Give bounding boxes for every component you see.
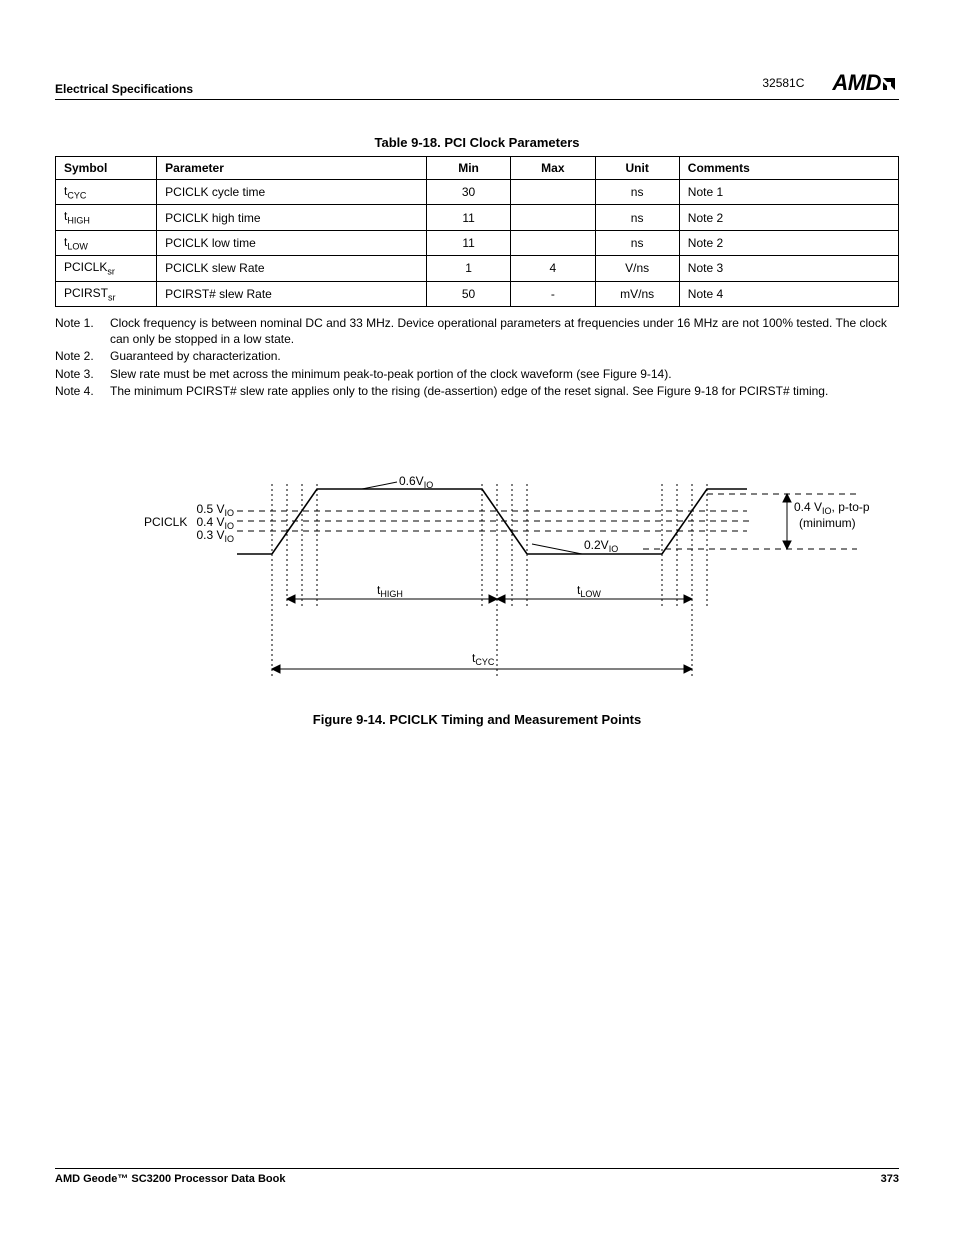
note-label: Note 2. [55, 348, 110, 364]
cell-min: 50 [426, 281, 510, 306]
table-row: PCIRSTsrPCIRST# slew Rate50-mV/nsNote 4 [56, 281, 899, 306]
col-parameter: Parameter [157, 157, 427, 180]
note-row: Note 4.The minimum PCIRST# slew rate app… [55, 383, 899, 399]
cell-max: - [511, 281, 595, 306]
figure-title: Figure 9-14. PCICLK Timing and Measureme… [55, 712, 899, 727]
col-min: Min [426, 157, 510, 180]
page-header: Electrical Specifications 32581C AMD [55, 70, 899, 100]
table-header-row: Symbol Parameter Min Max Unit Comments [56, 157, 899, 180]
cell-symbol: PCICLKsr [56, 256, 157, 281]
footer-left: AMD Geode™ SC3200 Processor Data Book [55, 1173, 285, 1185]
note-label: Note 4. [55, 383, 110, 399]
cell-comments: Note 3 [679, 256, 898, 281]
note-row: Note 3.Slew rate must be met across the … [55, 366, 899, 382]
cell-comments: Note 4 [679, 281, 898, 306]
cell-min: 1 [426, 256, 510, 281]
cell-param: PCICLK high time [157, 205, 427, 230]
note-label: Note 3. [55, 366, 110, 382]
notes-block: Note 1.Clock frequency is between nomina… [55, 315, 899, 399]
parameters-table: Symbol Parameter Min Max Unit Comments t… [55, 156, 899, 307]
label-06vio: 0.6VIO [399, 474, 433, 490]
header-section: Electrical Specifications [55, 82, 193, 96]
brand-logo: AMD [832, 70, 899, 96]
cell-param: PCICLK slew Rate [157, 256, 427, 281]
cell-max [511, 180, 595, 205]
col-symbol: Symbol [56, 157, 157, 180]
table-title: Table 9-18. PCI Clock Parameters [55, 135, 899, 150]
cell-max: 4 [511, 256, 595, 281]
label-tlow: tLOW [577, 583, 601, 599]
note-text: Clock frequency is between nominal DC an… [110, 315, 899, 347]
cell-unit: V/ns [595, 256, 679, 281]
brand-text: AMD [832, 70, 881, 95]
col-comments: Comments [679, 157, 898, 180]
note-text: The minimum PCIRST# slew rate applies on… [110, 383, 899, 399]
table-row: PCICLKsrPCICLK slew Rate14V/nsNote 3 [56, 256, 899, 281]
signal-label: PCICLK [144, 515, 187, 529]
cell-param: PCICLK cycle time [157, 180, 427, 205]
page-footer: AMD Geode™ SC3200 Processor Data Book 37… [55, 1168, 899, 1185]
note-row: Note 1.Clock frequency is between nomina… [55, 315, 899, 347]
cell-unit: ns [595, 180, 679, 205]
figure-wrap: 0.6VIO 0.5 VIO 0.4 VIO 0.3 VIO PCICLK 0.… [55, 469, 899, 727]
col-max: Max [511, 157, 595, 180]
cell-param: PCIRST# slew Rate [157, 281, 427, 306]
cell-comments: Note 2 [679, 230, 898, 255]
table-row: tLOWPCICLK low time11 nsNote 2 [56, 230, 899, 255]
note-text: Slew rate must be met across the minimum… [110, 366, 899, 382]
cell-unit: ns [595, 205, 679, 230]
cell-symbol: tCYC [56, 180, 157, 205]
label-thigh: tHIGH [377, 583, 403, 599]
note-text: Guaranteed by characterization. [110, 348, 899, 364]
table-row: tHIGHPCICLK high time11 nsNote 2 [56, 205, 899, 230]
cell-min: 11 [426, 205, 510, 230]
doc-number: 32581C [762, 76, 804, 90]
cell-max [511, 205, 595, 230]
cell-comments: Note 2 [679, 205, 898, 230]
label-02vio: 0.2VIO [584, 538, 618, 554]
cell-comments: Note 1 [679, 180, 898, 205]
label-tcyc: tCYC [472, 651, 495, 667]
label-ptop: 0.4 VIO, p-to-p [794, 500, 870, 516]
table-row: tCYCPCICLK cycle time30 nsNote 1 [56, 180, 899, 205]
cell-symbol: tHIGH [56, 205, 157, 230]
note-label: Note 1. [55, 315, 110, 347]
cell-min: 11 [426, 230, 510, 255]
note-row: Note 2.Guaranteed by characterization. [55, 348, 899, 364]
cell-param: PCICLK low time [157, 230, 427, 255]
label-ptop2: (minimum) [799, 516, 856, 530]
col-unit: Unit [595, 157, 679, 180]
footer-page-number: 373 [881, 1173, 899, 1185]
cell-symbol: tLOW [56, 230, 157, 255]
amd-arrow-icon [879, 74, 899, 94]
cell-max [511, 230, 595, 255]
cell-unit: mV/ns [595, 281, 679, 306]
timing-diagram: 0.6VIO 0.5 VIO 0.4 VIO 0.3 VIO PCICLK 0.… [55, 469, 899, 699]
cell-symbol: PCIRSTsr [56, 281, 157, 306]
cell-min: 30 [426, 180, 510, 205]
cell-unit: ns [595, 230, 679, 255]
header-right: 32581C AMD [762, 70, 899, 96]
